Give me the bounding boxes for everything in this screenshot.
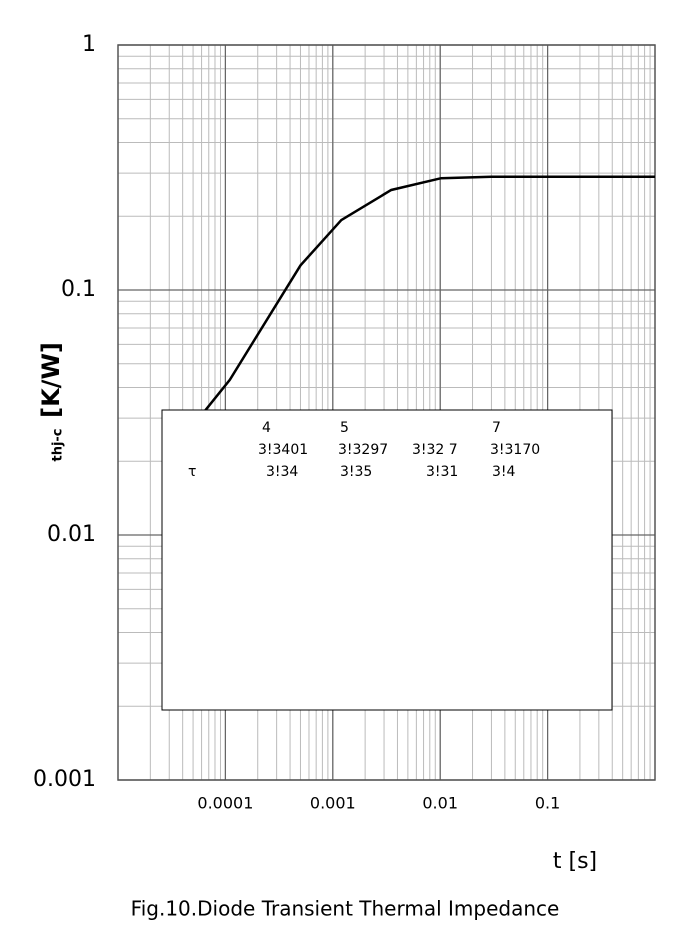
table-cell: 4 bbox=[262, 420, 271, 436]
table-cell: 3!3401 bbox=[258, 442, 308, 458]
y-tick-label: 0.001 bbox=[33, 767, 96, 792]
caption: Fig.10.Diode Transient Thermal Impedance bbox=[131, 897, 560, 921]
table-cell: 3!32 7 bbox=[412, 442, 458, 458]
table-cell: 3!3170 bbox=[490, 442, 540, 458]
x-tick-label: 0.001 bbox=[310, 794, 356, 813]
x-tick-label: 0.0001 bbox=[197, 794, 253, 813]
table-cell: τ bbox=[188, 464, 196, 480]
y-tick-label: 0.01 bbox=[47, 522, 96, 547]
chart: [K/W] thj-c t [s] Fig.10.Diode Transient… bbox=[0, 0, 691, 931]
table-cell: 5 bbox=[340, 420, 349, 436]
y-tick-label: 0.1 bbox=[61, 277, 96, 302]
table-cell: 3!35 bbox=[340, 464, 372, 480]
y-axis-subscript: thj-c bbox=[51, 428, 66, 461]
x-tick-label: 0.01 bbox=[422, 794, 458, 813]
x-tick-label: 0.1 bbox=[535, 794, 560, 813]
table-cell: 3!4 bbox=[492, 464, 516, 480]
table-cell: 7 bbox=[492, 420, 501, 436]
table-cell: 3!34 bbox=[266, 464, 298, 480]
y-axis-unit: [K/W] bbox=[37, 342, 65, 418]
table-cell: 3!3297 bbox=[338, 442, 388, 458]
y-tick-label: 1 bbox=[82, 32, 96, 57]
table-cell: 3!31 bbox=[426, 464, 458, 480]
x-axis-label: t [s] bbox=[553, 849, 597, 874]
